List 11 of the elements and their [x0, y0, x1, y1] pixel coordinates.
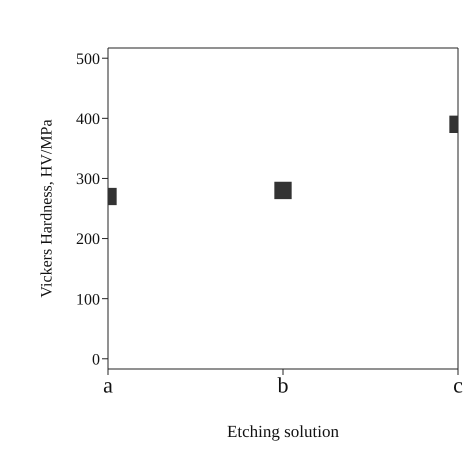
- y-tick-label: 0: [92, 351, 100, 368]
- x-axis-title: Etching solution: [227, 422, 340, 441]
- y-tick-label: 100: [76, 291, 100, 308]
- x-tick-label: c: [453, 372, 464, 398]
- y-tick-label: 300: [76, 171, 100, 188]
- y-axis-title: Vickers Hardness, HV/MPa: [38, 119, 56, 298]
- y-tick-label: 500: [76, 50, 100, 68]
- y-tick-label: 400: [76, 111, 100, 128]
- x-tick-label: a: [103, 372, 114, 398]
- x-tick-label: b: [278, 372, 288, 398]
- y-tick-label: 200: [76, 231, 100, 248]
